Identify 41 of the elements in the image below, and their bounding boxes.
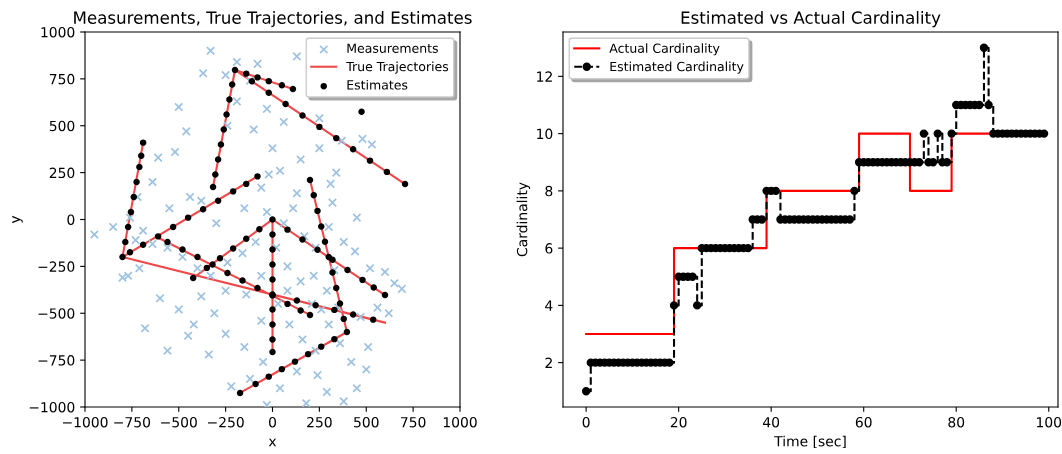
legend-label: True Trajectories	[346, 61, 449, 74]
y-tick-label: 8	[545, 185, 553, 197]
x-tick-label: −1000	[62, 416, 108, 428]
x-axis-title: x	[268, 438, 277, 447]
legend-label: Measurements	[347, 43, 438, 53]
y-tick-label: 0	[67, 214, 75, 225]
x-tick-label: −250	[208, 416, 244, 428]
x-tick-label: 100	[1037, 416, 1062, 428]
x-tick-label: −500	[161, 416, 197, 428]
y-tick-label: 4	[545, 300, 553, 311]
y-tick-label: −750	[38, 355, 75, 366]
y-tick-label: 1000	[41, 26, 75, 38]
y-tick-label: −1000	[29, 401, 75, 413]
y-axis-title: Cardinality	[516, 182, 531, 257]
y-tick-label: 750	[49, 73, 75, 85]
x-tick-label: 20	[670, 416, 687, 428]
y-tick-label: −500	[38, 308, 75, 319]
x-tick-label: 0	[269, 416, 276, 428]
x-tick-label: 40	[763, 416, 780, 428]
x-tick-label: 60	[855, 416, 872, 428]
y-tick-label: −250	[38, 261, 75, 272]
x-tick-label: 250	[307, 416, 332, 428]
legend-label: Estimates	[347, 79, 408, 90]
legend-label: Estimated Cardinality	[610, 61, 744, 74]
y-tick-label: 10	[537, 128, 553, 140]
y-axis-title: y	[12, 215, 23, 224]
x-axis-title: Time [sec]	[774, 435, 846, 449]
x-tick-label: 500	[354, 416, 379, 428]
y-tick-label: 12	[537, 71, 552, 82]
x-tick-label: 1000	[443, 416, 477, 428]
y-tick-label: 250	[49, 167, 75, 179]
x-tick-label: 750	[401, 416, 426, 428]
x-tick-label: 80	[948, 416, 965, 428]
legend-label: Actual Cardinality	[609, 43, 720, 56]
y-tick-label: 6	[545, 243, 553, 254]
y-tick-label: 500	[49, 120, 75, 132]
chart-title: Estimated vs Actual Cardinality	[681, 11, 941, 28]
chart-title: Measurements, True Trajectories, and Estimates	[74, 11, 472, 28]
x-tick-label: 0	[582, 416, 590, 428]
x-tick-label: −750	[114, 416, 151, 428]
y-tick-label: 2	[545, 357, 552, 368]
